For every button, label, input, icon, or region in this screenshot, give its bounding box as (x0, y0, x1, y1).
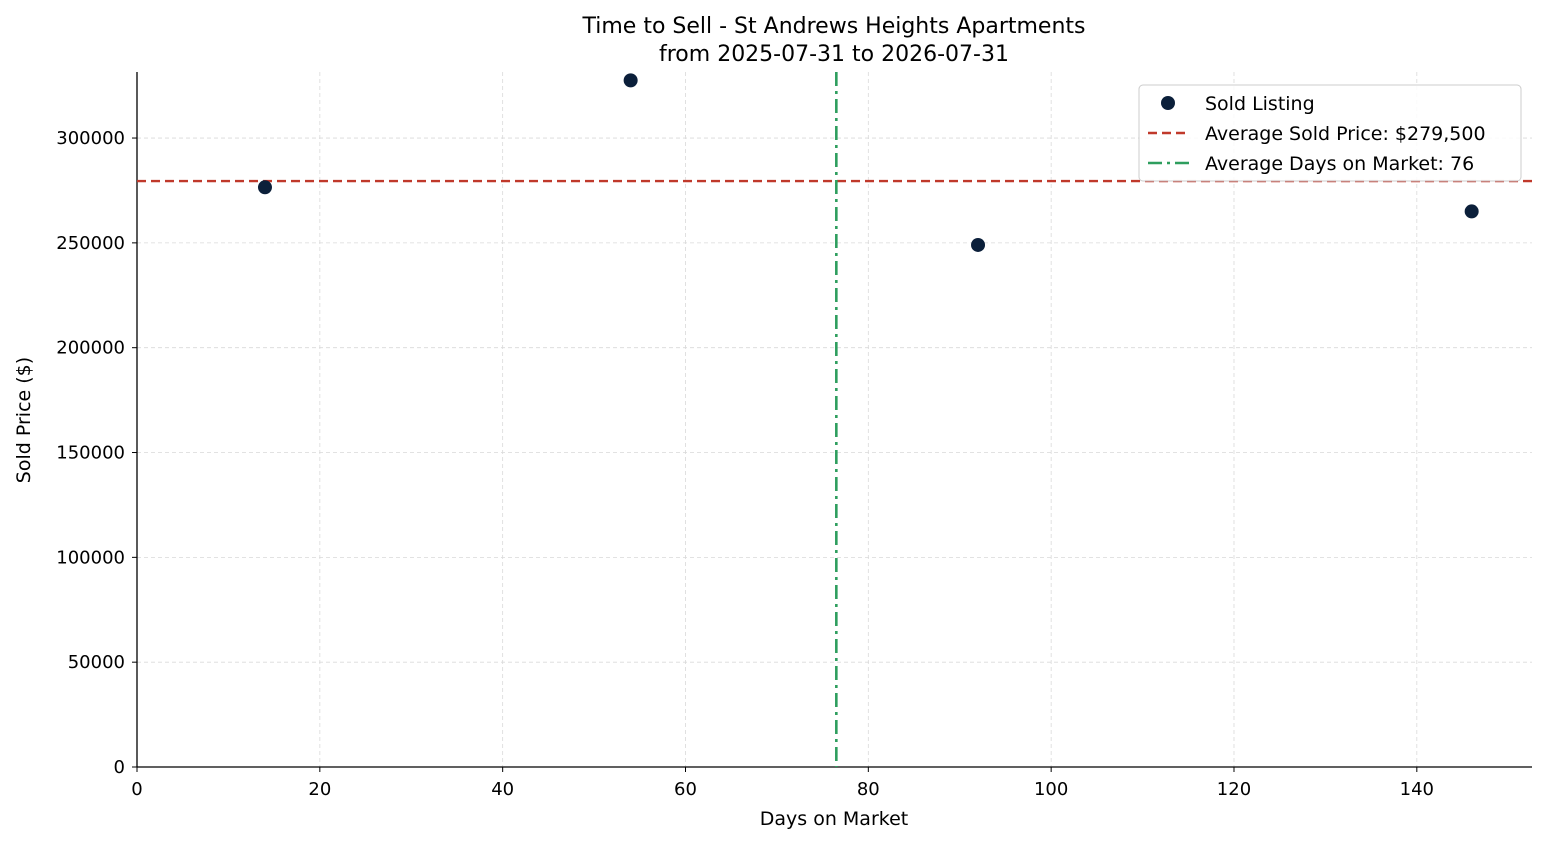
x-tick-label: 40 (491, 779, 514, 800)
x-axis-label: Days on Market (760, 808, 908, 830)
legend-box (1138, 84, 1522, 182)
y-axis-label: Sold Price ($) (13, 357, 35, 483)
axes: 0 20 40 60 80 100 120 140 0 50000 100000 150000 2000… (56, 72, 1532, 800)
data-points (257, 73, 1479, 252)
chart-title: Time to Sell - St Andrews Heights Apartm… (582, 14, 1086, 39)
x-tick-label: 120 (1217, 779, 1251, 800)
sold-listing-point (257, 180, 272, 195)
legend: Sold Listing Average Sold Price: $279,500… (1138, 84, 1522, 182)
x-tick-label: 60 (674, 779, 697, 800)
y-tick-label: 300000 (56, 128, 125, 149)
legend-marker (1161, 96, 1175, 110)
x-tick-label: 20 (308, 779, 331, 800)
x-tick-label: 140 (1400, 779, 1434, 800)
legend-entry-label: Sold Listing (1205, 93, 1315, 115)
legend-entry-label: Average Sold Price: $279,500 (1205, 123, 1486, 145)
y-tick-label: 0 (114, 757, 125, 778)
y-tick-label: 200000 (56, 338, 125, 359)
x-tick-label: 0 (131, 779, 142, 800)
x-tick-label: 100 (1034, 779, 1068, 800)
sold-listing-point (623, 73, 638, 88)
y-tick-label: 100000 (56, 547, 125, 568)
sold-listing-point (971, 237, 986, 252)
sold-listing-point (1464, 204, 1479, 219)
legend-entry-label: Average Days on Market: 76 (1205, 153, 1474, 175)
y-tick-label: 50000 (68, 652, 125, 673)
x-tick-label: 80 (857, 779, 880, 800)
y-tick-label: 150000 (56, 443, 125, 464)
chart-subtitle: from 2025-07-31 to 2026-07-31 (659, 42, 1009, 67)
y-tick-label: 250000 (56, 233, 125, 254)
